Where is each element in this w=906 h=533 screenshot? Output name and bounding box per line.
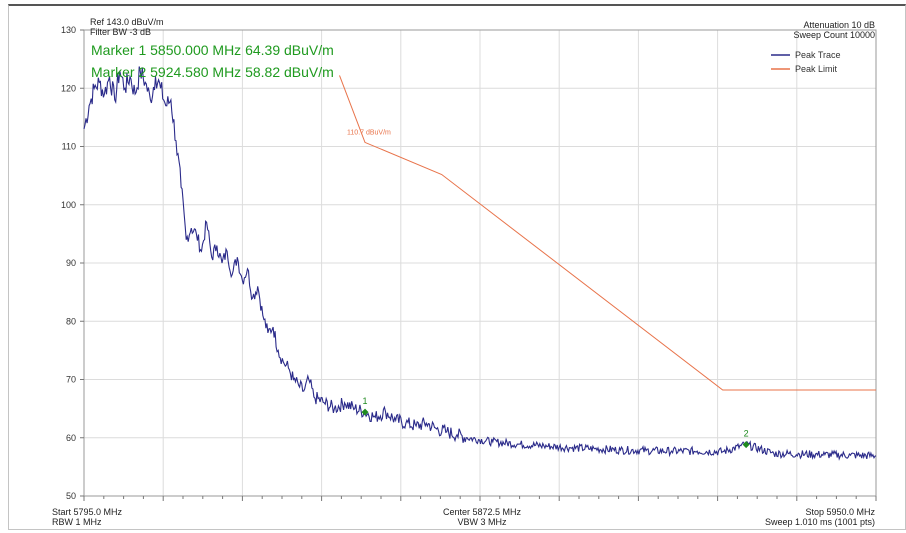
y-tick-label: 80 xyxy=(66,316,76,326)
center-freq-label: Center 5872.5 MHz xyxy=(442,507,522,517)
attenuation-label: Attenuation 10 dB xyxy=(803,20,875,30)
analyzer-frame xyxy=(8,4,906,530)
ref-level-label: Ref 143.0 dBuV/m xyxy=(90,17,164,27)
vbw-label: VBW 3 MHz xyxy=(457,517,507,527)
y-tick-label: 110 xyxy=(62,142,76,152)
legend-label-0: Peak Trace xyxy=(795,50,841,60)
marker-2-label: 2 xyxy=(744,429,749,439)
legend-label-1: Peak Limit xyxy=(795,64,838,74)
y-tick-label: 60 xyxy=(66,433,76,443)
sweep-count-label: Sweep Count 10000 xyxy=(793,30,875,40)
stop-freq-label: Stop 5950.0 MHz xyxy=(805,507,875,517)
peak-limit-line xyxy=(339,75,876,391)
y-tick-label: 130 xyxy=(61,25,76,35)
y-tick-label: 90 xyxy=(66,258,76,268)
marker-1-readout: Marker 1 5850.000 MHz 64.39 dBuV/m xyxy=(91,42,334,58)
y-tick-label: 50 xyxy=(66,491,76,501)
y-tick-label: 100 xyxy=(61,200,76,210)
sweep-time-label: Sweep 1.010 ms (1001 pts) xyxy=(764,517,875,527)
limit-annotation: 110.7 dBuV/m xyxy=(347,129,391,136)
marker-2-readout: Marker 2 5924.580 MHz 58.82 dBuV/m xyxy=(91,64,334,80)
filter-bw-label: Filter BW -3 dB xyxy=(90,27,152,37)
rbw-label: RBW 1 MHz xyxy=(52,517,102,527)
start-freq-label: Start 5795.0 MHz xyxy=(52,507,123,517)
marker-1-diamond xyxy=(361,408,369,416)
marker-2-diamond xyxy=(742,441,750,449)
y-tick-label: 120 xyxy=(61,83,76,93)
peak-trace-line xyxy=(83,66,877,461)
y-tick-label: 70 xyxy=(66,375,76,385)
marker-1-label: 1 xyxy=(363,396,368,406)
